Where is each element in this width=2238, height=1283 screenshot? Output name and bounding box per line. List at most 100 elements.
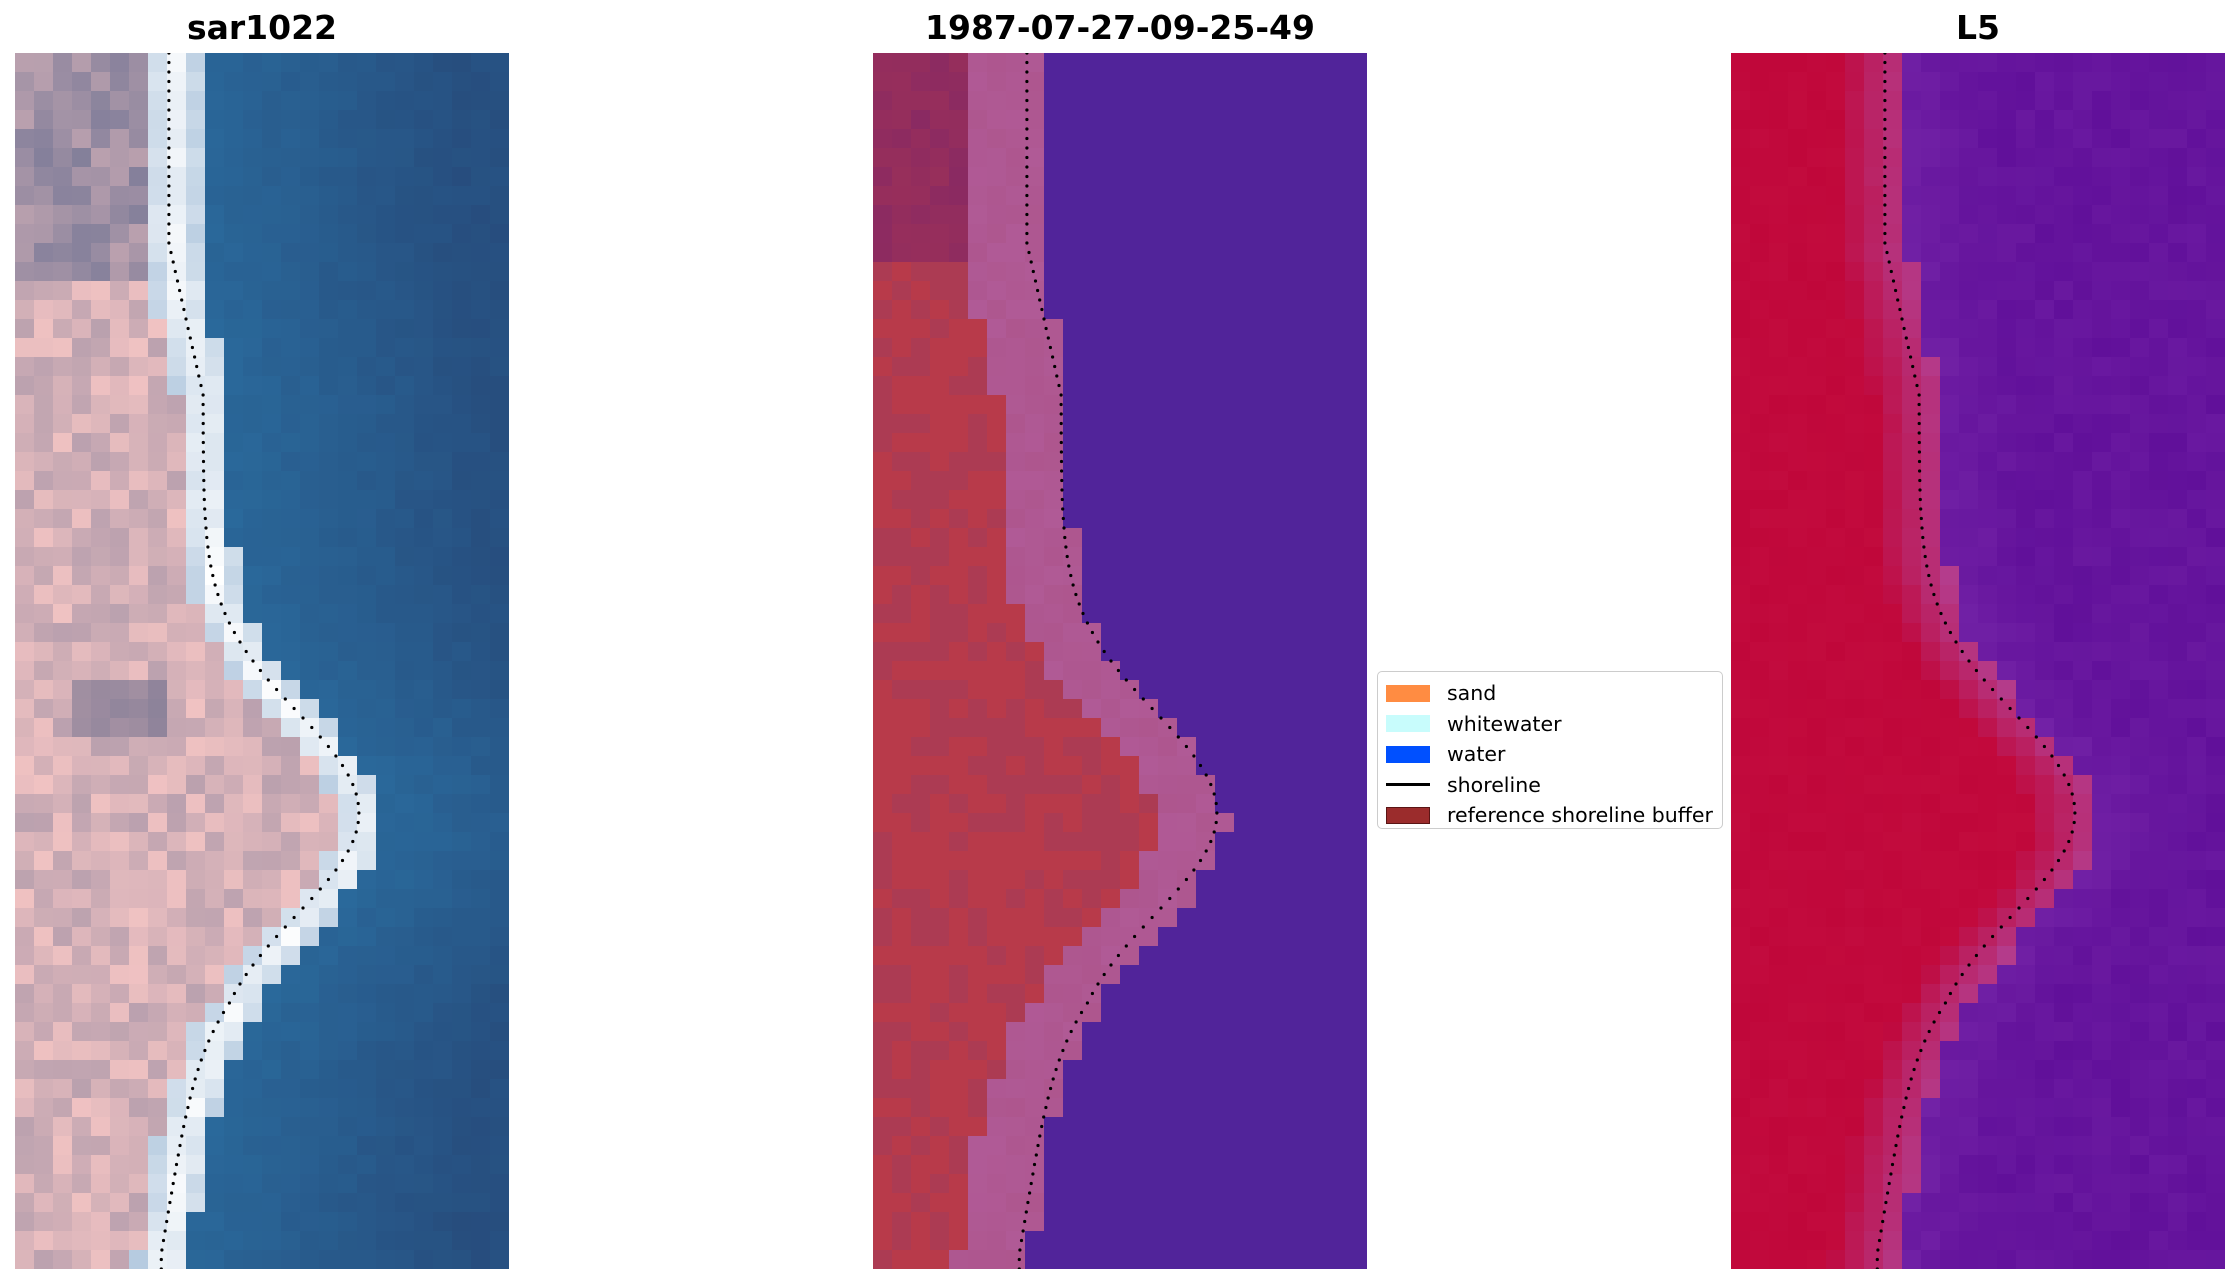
shoreline-point (1031, 269, 1035, 274)
shoreline-point (1883, 136, 1887, 141)
shoreline-point (1917, 402, 1921, 407)
shoreline-point (202, 488, 206, 492)
shoreline-point (1085, 1001, 1089, 1005)
shoreline-point (326, 877, 330, 882)
shoreline-point (292, 915, 296, 920)
whitewater-swatch (1386, 715, 1430, 733)
shoreline-point (1026, 1200, 1030, 1205)
shoreline-point (1069, 573, 1073, 578)
shoreline-point (1051, 355, 1055, 359)
shoreline-point (201, 402, 205, 407)
shoreline-point (1192, 868, 1196, 872)
index-image (1731, 53, 2225, 1269)
shoreline-point (1909, 355, 1913, 359)
shoreline-point (1902, 326, 1906, 331)
shoreline-point (193, 355, 197, 359)
shoreline-point (202, 497, 206, 502)
shoreline-point (1025, 165, 1029, 169)
shoreline-point (244, 972, 248, 977)
shoreline-point (1096, 640, 1100, 644)
shoreline-point (1025, 70, 1029, 74)
shoreline-point (167, 155, 171, 160)
shoreline-point (1887, 260, 1891, 264)
shoreline-point (1096, 982, 1100, 986)
shoreline-point (2050, 868, 2054, 872)
shoreline-point (1943, 621, 1947, 625)
shoreline-point (310, 896, 314, 901)
shoreline-line-sample (1386, 783, 1430, 787)
shoreline-point (1031, 1172, 1035, 1176)
shoreline-point (1898, 307, 1902, 312)
shoreline-point (1038, 1134, 1042, 1138)
shoreline-point (1159, 716, 1163, 720)
shoreline-point (167, 222, 171, 226)
shoreline-point (206, 545, 210, 549)
shoreline-point (1920, 526, 1924, 530)
shoreline-point (1025, 136, 1029, 141)
shoreline-point (1904, 336, 1908, 340)
shoreline-point (167, 212, 171, 217)
legend-item-water: water (1386, 739, 1714, 770)
shoreline-point (1900, 1115, 1904, 1119)
shoreline-point (1025, 193, 1029, 198)
shoreline-point (1032, 1162, 1037, 1167)
shoreline-point (1929, 583, 1933, 587)
shoreline-point (1064, 545, 1068, 549)
shoreline-point (1065, 1039, 1069, 1043)
shoreline-point (167, 98, 171, 103)
shoreline-point (1214, 801, 1218, 806)
shoreline-point (334, 868, 338, 872)
shoreline-point (180, 1134, 184, 1138)
shoreline-point (1907, 1086, 1911, 1091)
shoreline-point (351, 782, 355, 787)
shoreline-point (251, 963, 255, 967)
water-swatch (1386, 745, 1430, 763)
shoreline-point (1133, 687, 1137, 692)
shoreline-point (1209, 839, 1213, 844)
shoreline-point (1077, 602, 1081, 606)
shoreline-point (1025, 203, 1029, 207)
shoreline-point (283, 697, 287, 701)
shoreline-point (167, 203, 171, 207)
shoreline-point (1919, 1048, 1923, 1053)
shoreline-point (1982, 678, 1986, 682)
shoreline-point (160, 1248, 164, 1252)
shoreline-point (1927, 1029, 1931, 1034)
shoreline-point (1932, 1020, 1936, 1024)
shoreline-point (1883, 127, 1887, 131)
panel-title-classified: 1987-07-27-09-25-49 (925, 8, 1315, 47)
shoreline-point (1074, 1020, 1078, 1024)
shoreline-point (1948, 991, 1952, 996)
shoreline-point (203, 507, 207, 511)
shoreline-point (1057, 1058, 1061, 1062)
shoreline-point (188, 1096, 192, 1100)
shoreline-point (1102, 972, 1106, 977)
shoreline-point (1881, 1219, 1885, 1224)
sand-swatch (1386, 684, 1430, 702)
shoreline-point (1025, 60, 1029, 65)
shoreline-point (1034, 1153, 1038, 1157)
shoreline-point (2056, 763, 2061, 768)
shoreline-point (1875, 1267, 1879, 1269)
shoreline-point (1912, 1067, 1916, 1072)
shoreline-point (1025, 155, 1029, 160)
shoreline-point (1913, 374, 1917, 378)
shoreline-point (167, 117, 171, 122)
shoreline-point (1883, 155, 1887, 160)
shoreline-point (1917, 440, 1921, 445)
shoreline-point (1065, 554, 1069, 559)
shoreline-point (1081, 611, 1085, 616)
shoreline-point (232, 630, 236, 635)
shoreline-point (1018, 1248, 1022, 1252)
shoreline-point (196, 1067, 200, 1072)
legend-label: water (1447, 742, 1506, 767)
shoreline-point (1025, 241, 1029, 245)
shoreline-point (169, 250, 173, 255)
shoreline-point (1025, 53, 1029, 55)
classified-image (873, 53, 1367, 1269)
shoreline-point (227, 621, 231, 625)
shoreline-point (346, 849, 350, 853)
shoreline-point (2072, 801, 2076, 806)
shoreline-point (356, 820, 360, 825)
shoreline-point (1915, 1058, 1919, 1062)
